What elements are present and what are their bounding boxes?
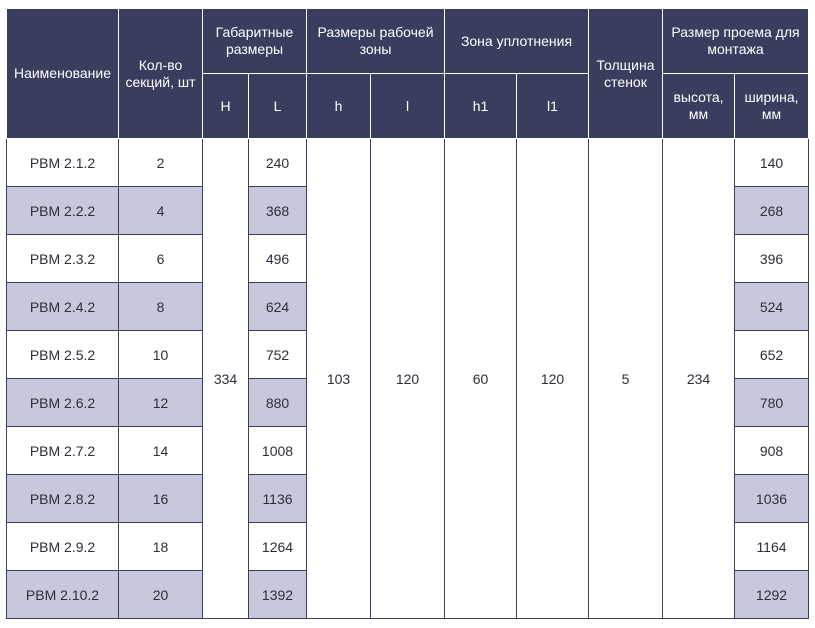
table-row: РВМ 2.7.2 14 1008 908 bbox=[6, 426, 809, 475]
cell-sections: 18 bbox=[118, 522, 203, 571]
cell-sections: 4 bbox=[118, 186, 203, 235]
cell-opening-width: 1292 bbox=[734, 570, 809, 619]
cell-L: 1136 bbox=[248, 474, 307, 523]
cell-sections: 10 bbox=[118, 330, 203, 379]
cell-seal-h1: 60 bbox=[444, 138, 517, 619]
header-seal-zone: Зона уплотнения bbox=[444, 8, 589, 74]
cell-opening-width: 908 bbox=[734, 426, 809, 475]
header-work-zone: Размеры рабочей зоны bbox=[306, 8, 445, 74]
cell-L: 368 bbox=[248, 186, 307, 235]
cell-sections: 16 bbox=[118, 474, 203, 523]
header-sections: Кол-во секций, шт bbox=[118, 8, 203, 139]
cell-opening-width: 1164 bbox=[734, 522, 809, 571]
cell-L: 240 bbox=[248, 138, 307, 187]
cell-opening-width: 780 bbox=[734, 378, 809, 427]
cell-L: 752 bbox=[248, 330, 307, 379]
table-row: РВМ 2.6.2 12 880 780 bbox=[6, 378, 809, 427]
cell-work-h: 103 bbox=[306, 138, 371, 619]
cell-opening-width: 1036 bbox=[734, 474, 809, 523]
header-overall-L: L bbox=[248, 73, 307, 139]
header-opening-height: высота, мм bbox=[662, 73, 735, 139]
header-overall: Габаритные размеры bbox=[202, 8, 307, 74]
table-row: РВМ 2.1.2 2 334 240 103 120 60 120 5 234… bbox=[6, 138, 809, 619]
cell-sections: 14 bbox=[118, 426, 203, 475]
table-row: РВМ 2.3.2 6 496 396 bbox=[6, 234, 809, 283]
table-row: РВМ 2.2.2 4 368 268 bbox=[6, 186, 809, 235]
cell-sections: 6 bbox=[118, 234, 203, 283]
cell-wall: 5 bbox=[588, 138, 663, 619]
cell-sections: 2 bbox=[118, 138, 203, 187]
cell-L: 880 bbox=[248, 378, 307, 427]
cell-L: 1264 bbox=[248, 522, 307, 571]
cell-name: РВМ 2.2.2 bbox=[6, 186, 119, 235]
cell-L: 1008 bbox=[248, 426, 307, 475]
cell-opening-width: 140 bbox=[734, 138, 809, 187]
cell-L: 496 bbox=[248, 234, 307, 283]
header-opening: Размер проема для монтажа bbox=[662, 8, 809, 74]
cell-opening-width: 652 bbox=[734, 330, 809, 379]
cell-name: РВМ 2.10.2 bbox=[6, 570, 119, 619]
spec-table: Наименование Кол-во секций, шт Габаритны… bbox=[6, 8, 809, 619]
cell-name: РВМ 2.8.2 bbox=[6, 474, 119, 523]
cell-opening-width: 524 bbox=[734, 282, 809, 331]
header-work-l: l bbox=[370, 73, 445, 139]
cell-name: РВМ 2.3.2 bbox=[6, 234, 119, 283]
header-seal-l1: l1 bbox=[516, 73, 589, 139]
header-wall: Толщина стенок bbox=[588, 8, 663, 139]
cell-name: РВМ 2.5.2 bbox=[6, 330, 119, 379]
spec-table-wrapper: Наименование Кол-во секций, шт Габаритны… bbox=[6, 8, 809, 619]
cell-sections: 8 bbox=[118, 282, 203, 331]
header-overall-H: H bbox=[202, 73, 249, 139]
cell-name: РВМ 2.1.2 bbox=[6, 138, 119, 187]
cell-opening-height: 234 bbox=[662, 138, 735, 619]
header-seal-h1: h1 bbox=[444, 73, 517, 139]
cell-opening-width: 268 bbox=[734, 186, 809, 235]
cell-name: РВМ 2.9.2 bbox=[6, 522, 119, 571]
header-name: Наименование bbox=[6, 8, 119, 139]
cell-L: 1392 bbox=[248, 570, 307, 619]
cell-H: 334 bbox=[202, 138, 249, 619]
header-work-h: h bbox=[306, 73, 371, 139]
table-row: РВМ 2.8.2 16 1136 1036 bbox=[6, 474, 809, 523]
header-opening-width: ширина, мм bbox=[734, 73, 809, 139]
cell-L: 624 bbox=[248, 282, 307, 331]
cell-name: РВМ 2.4.2 bbox=[6, 282, 119, 331]
table-row: РВМ 2.9.2 18 1264 1164 bbox=[6, 522, 809, 571]
cell-sections: 20 bbox=[118, 570, 203, 619]
table-row: РВМ 2.10.2 20 1392 1292 bbox=[6, 570, 809, 619]
table-row: РВМ 2.4.2 8 624 524 bbox=[6, 282, 809, 331]
cell-name: РВМ 2.6.2 bbox=[6, 378, 119, 427]
cell-name: РВМ 2.7.2 bbox=[6, 426, 119, 475]
table-row: РВМ 2.5.2 10 752 652 bbox=[6, 330, 809, 379]
cell-sections: 12 bbox=[118, 378, 203, 427]
cell-work-l: 120 bbox=[370, 138, 445, 619]
cell-seal-l1: 120 bbox=[516, 138, 589, 619]
cell-opening-width: 396 bbox=[734, 234, 809, 283]
